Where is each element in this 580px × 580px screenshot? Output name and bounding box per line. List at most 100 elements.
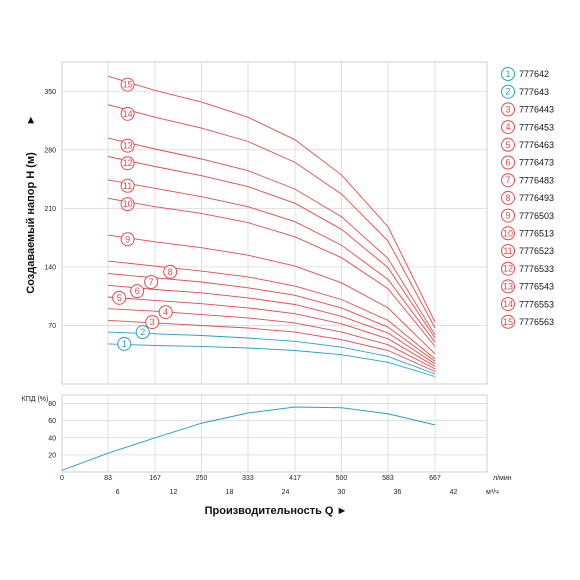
- flow-tick-label: 583: [382, 475, 394, 482]
- legend-marker-number: 8: [505, 193, 510, 203]
- curve-marker-7: [144, 274, 159, 289]
- curve-marker-label-1: 1: [122, 339, 127, 349]
- efficiency-y-ticks: 20 40 60 80: [48, 401, 56, 459]
- legend-marker-number: 3: [505, 104, 510, 114]
- curve-marker-label-3: 3: [150, 317, 155, 327]
- legend-item-label: 777643: [519, 87, 549, 97]
- legend-item-label: 7776563: [519, 317, 554, 327]
- curve-marker-9: [120, 232, 135, 247]
- legend-item-label: 7776493: [519, 193, 554, 203]
- flow-tick-label: 417: [289, 475, 301, 482]
- curve-marker-label-10: 10: [123, 199, 133, 209]
- legend-item-label: 7776543: [519, 282, 554, 292]
- head-curve-14: [107, 104, 436, 329]
- legend-marker-number: 11: [503, 246, 512, 256]
- curve-marker-13: [120, 138, 135, 153]
- legend-marker-8: [501, 190, 515, 205]
- efficiency-curve: [61, 406, 436, 471]
- y-axis-label: Создаваемый напор Н (м): [25, 152, 37, 294]
- curve-marker-3: [145, 315, 160, 330]
- head-curve-10: [107, 197, 436, 347]
- legend-item-label: 7776443: [519, 105, 554, 115]
- head-curve-7: [107, 273, 436, 362]
- m3h-tick-label: 24: [282, 489, 290, 496]
- curve-marker-label-7: 7: [149, 277, 154, 287]
- head-y-tick-label: 280: [44, 147, 56, 154]
- flow-tick-label: 333: [242, 475, 254, 482]
- efficiency-y-tick-label: 80: [48, 401, 56, 408]
- efficiency-y-tick-label: 40: [48, 435, 56, 442]
- curve-marker-label-14: 14: [123, 109, 133, 119]
- curve-marker-12: [120, 156, 135, 171]
- curve-marker-15: [120, 77, 135, 92]
- legend-marker-number: 9: [505, 211, 510, 221]
- legend-marker-9: [501, 208, 515, 223]
- legend-item-label: 7776533: [519, 264, 554, 274]
- head-y-tick-label: 350: [44, 89, 56, 96]
- efficiency-chart-panel: [61, 394, 488, 473]
- curve-marker-label-13: 13: [123, 141, 133, 151]
- legend-marker-2: [501, 84, 515, 99]
- legend-marker-10: [501, 226, 515, 241]
- curve-marker-label-2: 2: [140, 327, 145, 337]
- legend-marker-number: 2: [505, 87, 510, 97]
- legend-marker-number: 4: [505, 122, 510, 132]
- curve-marker-1: [117, 336, 132, 351]
- head-curve-9: [107, 234, 436, 355]
- efficiency-y-label: КПД (%): [22, 396, 49, 403]
- curve-marker-8: [163, 264, 178, 279]
- curve-marker-label-9: 9: [125, 234, 130, 244]
- legend-item-label: 7776523: [519, 246, 554, 256]
- legend-marker-12: [501, 261, 515, 276]
- legend-item-label: 7776453: [519, 122, 554, 132]
- m3h-tick-label: 18: [226, 489, 234, 496]
- legend-marker-number: 6: [505, 158, 510, 168]
- head-curve-15: [107, 75, 436, 323]
- legend-marker-number: 1: [505, 69, 510, 79]
- curve-marker-label-5: 5: [117, 293, 122, 303]
- head-curve-6: [107, 284, 436, 365]
- flow-tick-label: 667: [429, 475, 441, 482]
- flow-tick-label: 250: [196, 475, 208, 482]
- curve-marker-label-8: 8: [168, 267, 173, 277]
- efficiency-y-tick-label: 20: [48, 452, 56, 459]
- curve-marker-label-15: 15: [123, 80, 133, 90]
- legend-item-label: 7776513: [519, 229, 554, 239]
- curve-marker-2: [135, 325, 150, 340]
- legend-marker-13: [501, 279, 515, 294]
- m3h-tick-label: 42: [450, 489, 458, 496]
- curve-marker-11: [120, 178, 135, 193]
- legend-marker-6: [501, 155, 515, 170]
- head-curve-8: [107, 260, 436, 360]
- legend-item-label: 7776463: [519, 140, 554, 150]
- curve-marker-label-11: 11: [123, 181, 132, 191]
- curve-marker-label-4: 4: [163, 307, 168, 317]
- m3h-unit-label: м³/ч: [486, 489, 499, 496]
- legend-item-label: 7776503: [519, 211, 554, 221]
- legend-marker-number: 14: [503, 299, 513, 309]
- legend-marker-14: [501, 297, 515, 312]
- legend-marker-number: 5: [505, 140, 510, 150]
- flow-tick-label: 167: [149, 475, 161, 482]
- head-curve-11: [107, 179, 436, 343]
- head-chart-grid: [62, 62, 487, 384]
- legend-marker-number: 13: [503, 281, 513, 291]
- head-curves: [107, 75, 436, 377]
- legend-marker-1: [501, 67, 515, 81]
- flow-tick-label: 0: [60, 475, 64, 482]
- curve-marker-10: [120, 197, 135, 212]
- legend-item-label: 7776553: [519, 299, 554, 309]
- m3h-tick-label: 36: [394, 489, 402, 496]
- legend-item-label: 7776483: [519, 175, 554, 185]
- head-y-tick-label: 210: [44, 206, 56, 213]
- head-y-ticks: 70 140 210 280 350: [44, 89, 56, 330]
- head-curve-5: [107, 296, 436, 367]
- curve-marker-5: [112, 290, 127, 305]
- head-curve-13: [107, 137, 436, 335]
- efficiency-line: [61, 406, 436, 471]
- curve-marker-6: [130, 284, 145, 299]
- legend-item-label: 777642: [519, 69, 549, 79]
- flow-tick-label: 83: [104, 475, 112, 482]
